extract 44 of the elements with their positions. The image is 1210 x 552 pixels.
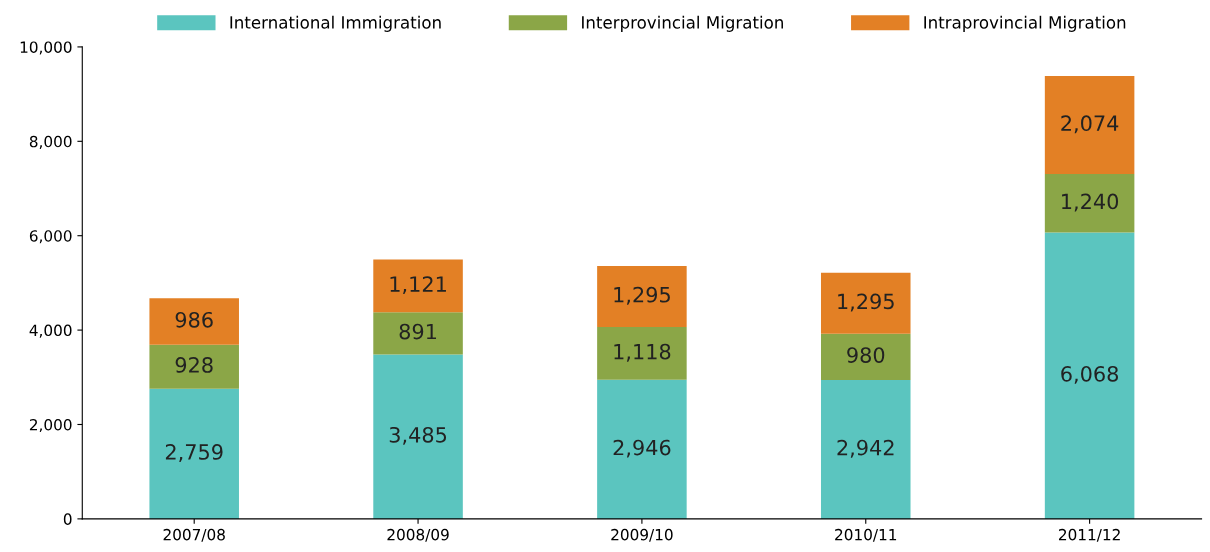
y-tick-label: 2,000 xyxy=(29,418,72,433)
data-label: 3,485 xyxy=(389,426,447,445)
bar xyxy=(1044,76,1135,174)
x-tick-label: 2011/12 xyxy=(1058,528,1120,542)
bar xyxy=(820,333,911,381)
bar xyxy=(149,388,239,519)
data-label: 2,946 xyxy=(613,439,671,458)
x-tick-label: 2008/09 xyxy=(387,528,449,542)
y-tick-label: 4,000 xyxy=(29,324,72,338)
data-label: 6,068 xyxy=(1061,365,1118,384)
x-tick-label: 2009/10 xyxy=(611,528,673,542)
bar xyxy=(149,298,239,345)
legend-label: International Immigration xyxy=(230,15,441,32)
data-label: 1,295 xyxy=(838,293,894,312)
data-label: 1,240 xyxy=(1062,193,1119,212)
bar xyxy=(1044,232,1135,519)
y-tick-label: 0 xyxy=(63,513,72,525)
data-label: 2,942 xyxy=(837,439,894,458)
y-tick-label: 10,000 xyxy=(20,41,72,55)
data-label: 980 xyxy=(847,347,885,363)
data-label: 2,759 xyxy=(165,444,223,462)
y-tick-label: 8,000 xyxy=(29,135,72,149)
bar xyxy=(820,272,911,334)
data-label: 1,121 xyxy=(390,276,446,295)
y-tick-label: 6,000 xyxy=(29,230,72,244)
bar xyxy=(373,354,463,519)
legend-label: Intraprovincial Migration xyxy=(924,15,1126,32)
bar xyxy=(149,344,239,389)
data-label: 891 xyxy=(399,323,437,340)
data-label: 928 xyxy=(175,357,213,373)
bar xyxy=(597,327,687,380)
bar xyxy=(1044,173,1135,233)
bar xyxy=(597,379,687,519)
data-label: 986 xyxy=(175,311,213,328)
legend-label: Interprovincial Migration xyxy=(582,15,783,32)
bar xyxy=(373,259,463,313)
x-tick-label: 2010/11 xyxy=(835,528,897,542)
bar xyxy=(820,380,911,519)
bar xyxy=(373,312,463,355)
data-label: 1,118 xyxy=(614,343,671,362)
bar xyxy=(597,265,687,328)
data-label: 2,074 xyxy=(1061,115,1119,134)
data-label: 1,295 xyxy=(614,286,670,305)
x-tick-label: 2007/08 xyxy=(163,528,225,542)
